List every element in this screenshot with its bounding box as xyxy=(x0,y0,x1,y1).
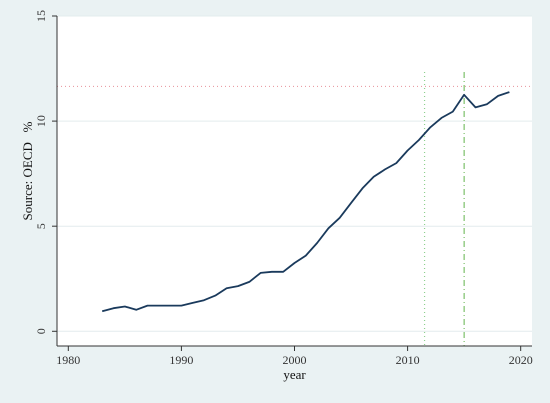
grid-lines xyxy=(57,15,532,332)
x-tick-label: 2000 xyxy=(283,353,307,367)
reference-lines xyxy=(57,72,532,346)
x-tick-label: 2020 xyxy=(509,353,533,367)
x-tick-label: 1990 xyxy=(169,353,193,367)
x-tick-label: 1980 xyxy=(56,353,80,367)
plot-area xyxy=(57,16,532,346)
series-line-0 xyxy=(101,91,510,313)
y-tick-label: 5 xyxy=(34,223,48,229)
y-tick-label: 0 xyxy=(34,328,48,334)
x-tick-label: 2010 xyxy=(396,353,420,367)
y-axis-label: Source: OECD % xyxy=(20,121,35,220)
ticks: 0 5 10 15 1980 1990 2000 2010 2020 xyxy=(34,10,533,367)
x-axis-label: year xyxy=(283,367,306,382)
y-tick-label: 10 xyxy=(34,115,48,127)
y-tick-label: 15 xyxy=(34,10,48,22)
series-group xyxy=(101,91,510,313)
